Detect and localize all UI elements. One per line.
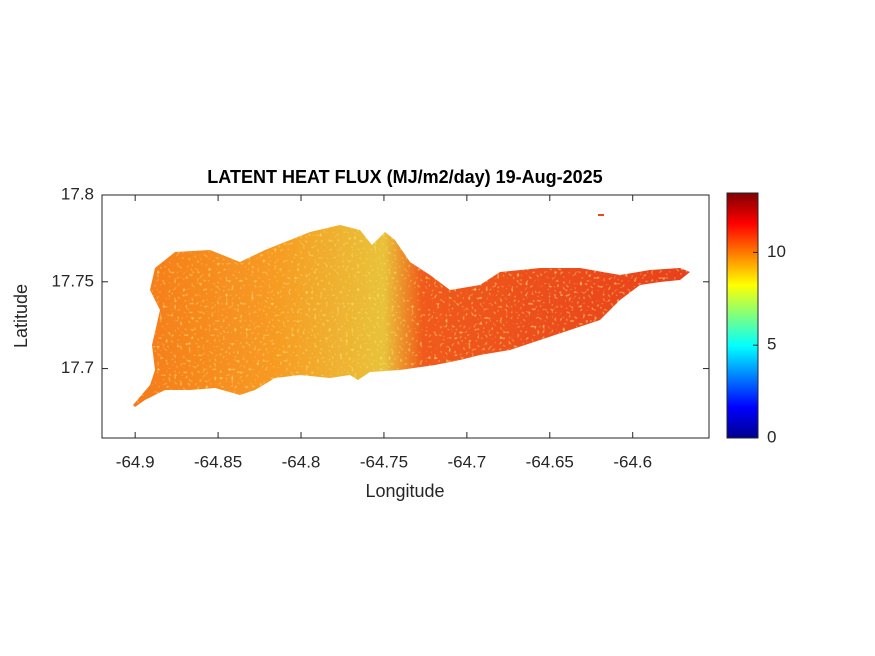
ticks: -64.9 -64.85 -64.8 -64.75 -64.7 -64.65 -64.6 17… (51, 184, 785, 471)
y-axis-label: Latitude (11, 284, 31, 348)
island (133, 225, 690, 407)
x-tick-label: -64.8 (282, 452, 321, 471)
axes-box (101, 194, 710, 439)
x-axis-label: Longitude (365, 481, 444, 501)
x-tick-label: -64.65 (526, 452, 574, 471)
x-tick-label: -64.75 (360, 452, 408, 471)
colorbar-box (726, 192, 759, 439)
colorbar-tick-label: 0 (767, 427, 776, 446)
x-tick-label: -64.6 (613, 452, 652, 471)
x-tick-label: -64.7 (447, 452, 486, 471)
x-tick-label: -64.9 (116, 452, 155, 471)
colorbar-tick-label: 5 (767, 335, 776, 354)
y-tick-label: 17.75 (51, 271, 94, 290)
x-tick-label: -64.85 (194, 452, 242, 471)
islet (598, 214, 604, 216)
chart-title: LATENT HEAT FLUX (MJ/m2/day) 19-Aug-2025 (207, 167, 602, 187)
colorbar-tick-label: 10 (767, 242, 786, 261)
y-tick-label: 17.8 (61, 184, 94, 203)
y-tick-label: 17.7 (61, 358, 94, 377)
colorbar (727, 193, 758, 438)
